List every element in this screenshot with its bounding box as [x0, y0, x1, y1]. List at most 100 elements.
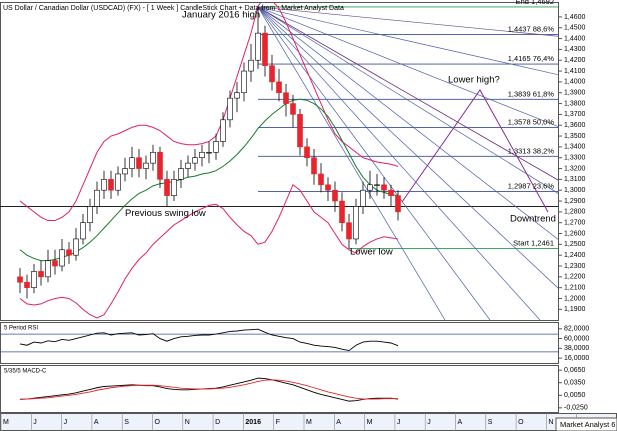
- fib-label: End 1,4692: [516, 0, 554, 6]
- candle-body: [297, 114, 303, 148]
- candle-body: [290, 103, 296, 115]
- candle-body: [87, 206, 93, 223]
- candle-body: [262, 32, 268, 66]
- candle-body: [395, 195, 401, 213]
- y-tick-label: 1,4100: [564, 68, 586, 75]
- candle-body: [213, 141, 219, 153]
- x-tick-label: J: [33, 419, 37, 426]
- annotation: January 2016 high: [182, 10, 260, 21]
- candle-body: [227, 97, 233, 121]
- candle-body: [45, 260, 51, 278]
- candle-body: [24, 281, 30, 288]
- watermark: Market Analyst 6: [560, 420, 615, 429]
- annotation: Lower high?: [448, 75, 500, 86]
- candle-body: [374, 184, 380, 186]
- fan-line: [257, 6, 558, 181]
- candle-body: [367, 184, 373, 191]
- x-tick-label: J: [64, 419, 68, 426]
- x-tick-label: A: [94, 419, 99, 426]
- candle-body: [108, 179, 114, 191]
- candle-body: [346, 222, 352, 240]
- candle-body: [206, 151, 212, 154]
- candle-body: [38, 271, 44, 278]
- x-tick-label: J: [427, 419, 431, 426]
- candle-body: [143, 162, 149, 169]
- candle-body: [115, 173, 121, 191]
- y-tick-label: 1,2700: [564, 220, 586, 227]
- candle-body: [122, 168, 128, 175]
- x-tick-label: N: [185, 419, 190, 426]
- x-tick-label: M: [306, 419, 312, 426]
- candle-body: [220, 119, 226, 142]
- x-tick-label: N: [548, 419, 553, 426]
- candle-body: [241, 70, 247, 94]
- y-tick-label: 1,3000: [564, 187, 586, 194]
- candle-body: [171, 179, 177, 196]
- fib-label: 1,3313 38,2%: [508, 146, 555, 155]
- candle-body: [234, 92, 240, 99]
- fan-line: [257, 6, 558, 194]
- fib-label: 1,4437 88,6%: [508, 25, 555, 34]
- candle-body: [150, 151, 156, 164]
- y-tick-label: 1,1900: [564, 306, 586, 313]
- x-tick-label: O: [518, 419, 524, 426]
- macd-line: [20, 379, 398, 400]
- x-tick-label: A: [336, 419, 341, 426]
- fan-line: [257, 6, 558, 127]
- candle-body: [73, 238, 79, 256]
- x-tick-label: D: [215, 419, 220, 426]
- candle-body: [31, 271, 37, 288]
- y-tick-label: 38,0000: [564, 345, 589, 352]
- x-tick-label: M: [367, 419, 373, 426]
- panel-title: 5/35/5 MACD-C: [4, 369, 47, 375]
- fib-label: 1,3578 50,0%: [508, 118, 555, 127]
- y-tick-label: 1,2100: [564, 285, 586, 292]
- candle-body: [157, 151, 163, 180]
- x-tick-label: O: [155, 419, 161, 426]
- candle-body: [185, 162, 191, 169]
- candle-body: [66, 249, 72, 256]
- indicator-line: [19, 184, 399, 319]
- candle-body: [339, 200, 345, 223]
- candle-body: [199, 151, 205, 159]
- y-tick-label: 1,4300: [564, 46, 586, 53]
- candle-body: [332, 189, 338, 202]
- candle-body: [17, 276, 23, 283]
- chart-header: US Dollar / Canadian Dollar (USDCAD) (FX…: [3, 5, 344, 12]
- fan-line: [257, 6, 558, 76]
- x-tick-label: F: [276, 419, 280, 426]
- y-tick-label: 1,2200: [564, 274, 586, 281]
- y-tick-label: 1,2600: [564, 230, 586, 237]
- y-tick-label: 1,3400: [564, 144, 586, 151]
- candle-body: [381, 184, 387, 191]
- y-tick-label: 1,2800: [564, 209, 586, 216]
- indicator-line: [19, 3, 399, 222]
- candle-body: [94, 189, 100, 207]
- candle-body: [255, 32, 261, 61]
- y-tick-label: 1,2400: [564, 252, 586, 259]
- candle-body: [269, 65, 275, 83]
- candle-body: [59, 249, 65, 267]
- candle-body: [129, 157, 135, 169]
- x-tick-label: M: [3, 419, 9, 426]
- candle-body: [136, 157, 142, 169]
- x-tick-label: A: [458, 419, 463, 426]
- fan-line: [257, 6, 558, 37]
- y-tick-label: 1,4400: [564, 35, 586, 42]
- candle-body: [325, 184, 331, 191]
- y-tick-label: 82,0000: [564, 326, 589, 333]
- macd-panel: [0, 365, 559, 413]
- swing-low-label: Previous swing low: [125, 208, 206, 219]
- main-plot: [0, 3, 558, 320]
- fib-label: Start 1,2461: [513, 239, 554, 248]
- fan-line: [257, 6, 558, 289]
- rsi-panel: [0, 322, 559, 364]
- candle-body: [311, 157, 317, 175]
- candle-body: [192, 157, 198, 164]
- y-tick-label: 1,2900: [564, 198, 586, 205]
- candle-body: [304, 146, 310, 159]
- candle-body: [360, 189, 366, 207]
- candle-body: [178, 168, 184, 180]
